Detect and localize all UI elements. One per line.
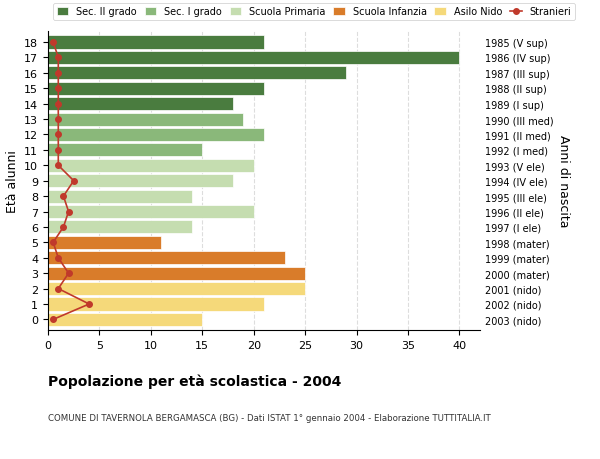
- Bar: [48, 36, 264, 50]
- Bar: [48, 206, 254, 218]
- Bar: [48, 52, 460, 65]
- Bar: [48, 98, 233, 111]
- Bar: [48, 282, 305, 296]
- Bar: [48, 313, 202, 326]
- Bar: [48, 298, 264, 311]
- Bar: [48, 252, 284, 265]
- Bar: [48, 221, 192, 234]
- Bar: [48, 67, 346, 80]
- Bar: [48, 129, 264, 142]
- Y-axis label: Anni di nascita: Anni di nascita: [557, 135, 570, 228]
- Text: COMUNE DI TAVERNOLA BERGAMASCA (BG) - Dati ISTAT 1° gennaio 2004 - Elaborazione : COMUNE DI TAVERNOLA BERGAMASCA (BG) - Da…: [48, 413, 491, 422]
- Bar: [48, 113, 244, 126]
- Bar: [48, 175, 233, 188]
- Bar: [48, 159, 254, 173]
- Text: Popolazione per età scolastica - 2004: Popolazione per età scolastica - 2004: [48, 374, 341, 389]
- Bar: [48, 144, 202, 157]
- Bar: [48, 267, 305, 280]
- Bar: [48, 190, 192, 203]
- Bar: [48, 83, 264, 95]
- Y-axis label: Età alunni: Età alunni: [5, 150, 19, 213]
- Legend: Sec. II grado, Sec. I grado, Scuola Primaria, Scuola Infanzia, Asilo Nido, Stran: Sec. II grado, Sec. I grado, Scuola Prim…: [53, 4, 575, 21]
- Bar: [48, 236, 161, 249]
